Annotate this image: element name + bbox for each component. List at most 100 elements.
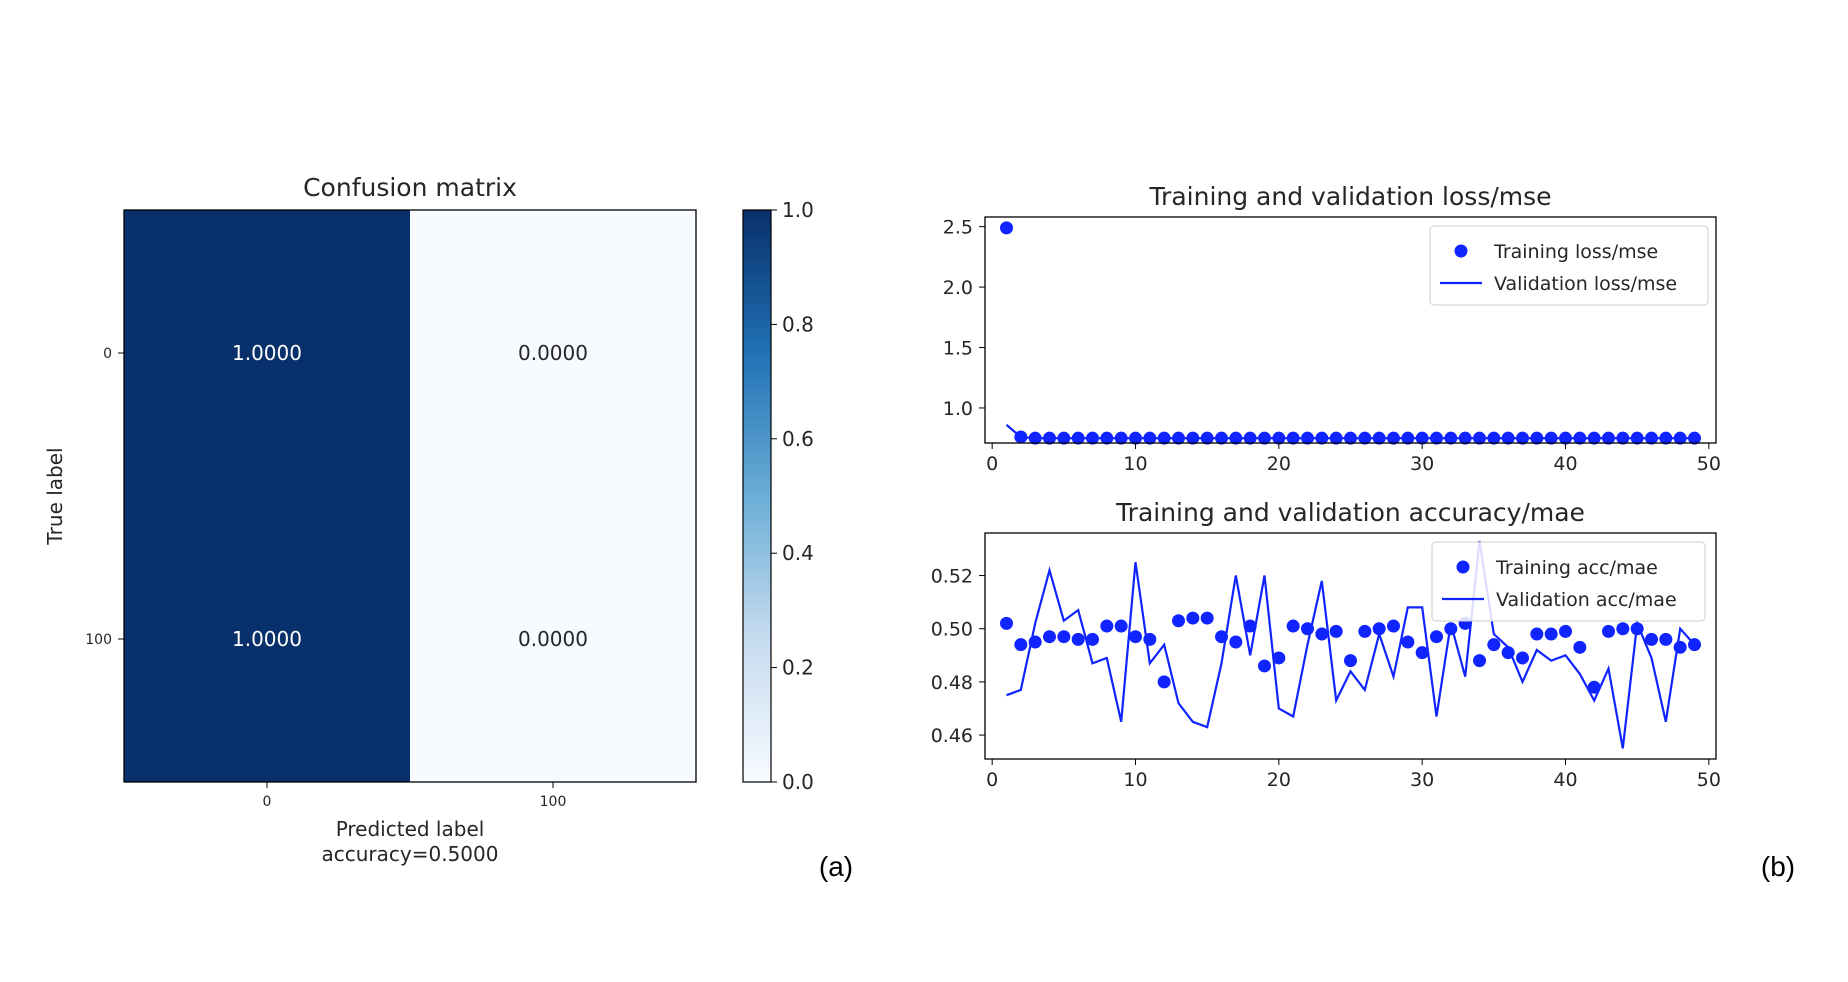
acc-training-point — [1559, 624, 1572, 638]
acc-training-point — [1215, 630, 1228, 644]
acc-training-point — [1301, 622, 1314, 636]
acc-training-point — [1043, 630, 1056, 644]
acc-training-point — [1286, 619, 1300, 633]
loss-xtick-label: 40 — [1553, 453, 1577, 475]
loss-legend-marker-points — [1454, 244, 1468, 258]
acc-xtick-label: 40 — [1553, 769, 1577, 791]
loss-training-point — [1673, 431, 1687, 445]
loss-training-point — [1129, 431, 1142, 445]
loss-chart: Training and validation loss/mse 0 10 20 30 4… — [943, 182, 1721, 475]
loss-training-point — [1143, 431, 1157, 445]
acc-series-validation-line — [1006, 540, 1696, 749]
acc-training-point — [1014, 638, 1028, 652]
cm-title: Confusion matrix — [303, 173, 517, 202]
cm-cell-label-r1-c1: 0.0000 — [518, 627, 588, 651]
loss-training-point — [1329, 431, 1343, 445]
acc-training-point — [1272, 651, 1286, 665]
acc-training-point — [1172, 614, 1185, 628]
accuracy-chart: Training and validation accuracy/mae 0 10 2… — [931, 498, 1721, 791]
cm-cell-label-r1-c0: 1.0000 — [232, 627, 302, 651]
acc-title: Training and validation accuracy/mae — [1115, 498, 1585, 527]
loss-training-point — [1387, 431, 1400, 445]
acc-frame — [984, 532, 1717, 760]
acc-training-point — [1530, 627, 1544, 641]
acc-ytick-label: 0.48 — [931, 672, 973, 694]
cm-xlabel-accuracy: accuracy=0.5000 — [322, 842, 499, 866]
loss-xtick-label: 10 — [1123, 453, 1147, 475]
acc-training-point — [1516, 651, 1529, 665]
cm-cell-r1-c1 — [410, 496, 697, 783]
loss-xtick-label: 50 — [1697, 453, 1721, 475]
acc-training-point — [1315, 627, 1329, 641]
loss-training-point — [1487, 431, 1501, 445]
colorbar-tick-label: 0.0 — [782, 770, 814, 794]
acc-ytick-label: 0.46 — [931, 725, 973, 747]
cm-xtick-label: 0 — [263, 794, 272, 810]
acc-training-point — [1229, 635, 1243, 649]
loss-frame — [984, 216, 1717, 444]
cm-cell-r1-c0 — [124, 496, 411, 783]
acc-training-point — [1143, 632, 1157, 646]
loss-training-point — [1286, 431, 1300, 445]
panel-label-b: (b) — [1761, 851, 1795, 882]
loss-training-point — [1415, 431, 1429, 445]
acc-training-point — [1157, 675, 1171, 689]
acc-training-point — [1544, 627, 1558, 641]
acc-training-point — [1415, 646, 1429, 660]
acc-legend-marker-points — [1456, 560, 1470, 574]
loss-training-point — [1028, 431, 1042, 445]
loss-training-point — [1559, 431, 1572, 445]
cm-ytick-label: 100 — [85, 632, 112, 648]
loss-training-point — [1645, 431, 1658, 445]
loss-training-point — [1573, 431, 1587, 445]
loss-training-point — [1043, 431, 1056, 445]
loss-training-point — [1659, 431, 1673, 445]
loss-xtick-label: 0 — [986, 453, 998, 475]
loss-training-point — [1057, 431, 1071, 445]
colorbar-tick-label: 0.8 — [782, 312, 814, 336]
loss-xtick-label: 30 — [1410, 453, 1434, 475]
loss-training-point — [1544, 431, 1558, 445]
loss-training-point — [1358, 431, 1372, 445]
acc-xtick-label: 0 — [986, 769, 998, 791]
acc-training-point — [1487, 638, 1501, 652]
acc-training-point — [1344, 654, 1357, 668]
loss-training-point — [1501, 431, 1515, 445]
loss-training-point — [1215, 431, 1228, 445]
loss-ytick-label: 1.0 — [943, 398, 973, 420]
cm-ylabel: True label — [43, 447, 67, 545]
acc-training-point — [1602, 624, 1615, 638]
acc-training-point — [1444, 622, 1458, 636]
acc-training-point — [1358, 624, 1372, 638]
loss-legend-label: Training loss/mse — [1493, 241, 1658, 263]
panel-label-a: (a) — [819, 851, 853, 882]
acc-legend-label: Validation acc/mae — [1496, 589, 1677, 611]
acc-training-point — [1329, 624, 1343, 638]
loss-training-point — [1587, 431, 1601, 445]
acc-training-point — [1000, 616, 1013, 630]
loss-training-point — [1616, 431, 1630, 445]
loss-training-point — [1602, 431, 1615, 445]
acc-ytick-label: 0.50 — [931, 619, 973, 641]
loss-training-point — [1372, 431, 1386, 445]
acc-training-point — [1573, 640, 1587, 654]
loss-ytick-label: 2.0 — [943, 277, 973, 299]
loss-training-point — [1200, 431, 1214, 445]
acc-xtick-label: 30 — [1410, 769, 1434, 791]
loss-training-point — [1530, 431, 1544, 445]
acc-training-point — [1645, 632, 1658, 646]
loss-training-point — [1243, 431, 1257, 445]
acc-training-point — [1473, 654, 1486, 668]
colorbar — [742, 209, 772, 783]
acc-xtick-label: 50 — [1697, 769, 1721, 791]
acc-training-point — [1501, 646, 1515, 660]
acc-training-point — [1630, 622, 1644, 636]
acc-legend-label: Training acc/mae — [1495, 557, 1658, 579]
loss-training-point — [1172, 431, 1185, 445]
acc-xtick-label: 10 — [1123, 769, 1147, 791]
loss-training-point — [1114, 431, 1128, 445]
loss-title: Training and validation loss/mse — [1148, 182, 1551, 211]
acc-legend — [1431, 541, 1706, 622]
acc-training-point — [1086, 632, 1099, 646]
